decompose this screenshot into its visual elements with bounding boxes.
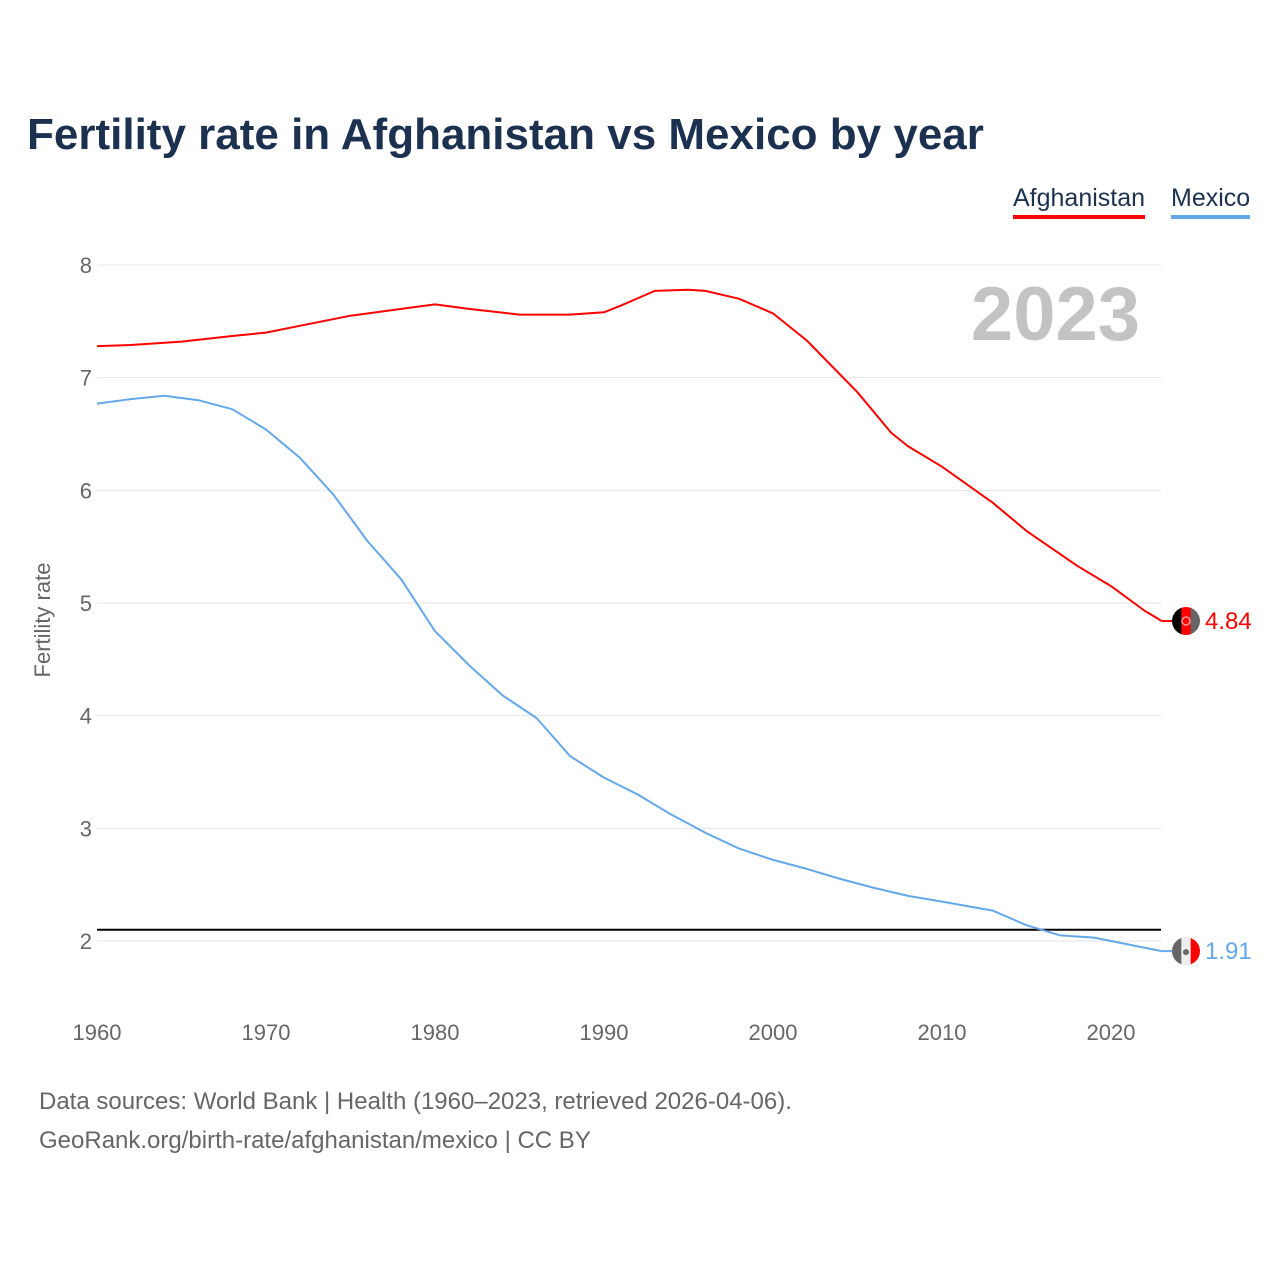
x-tick-label: 2010	[918, 1020, 967, 1045]
y-tick-label: 7	[80, 366, 92, 391]
flag-stripe	[1190, 937, 1200, 966]
flag-stripe	[1172, 937, 1182, 966]
flag-emblem	[1181, 616, 1191, 626]
footer-link[interactable]: GeoRank.org/birth-rate/afghanistan/mexic…	[39, 1127, 591, 1154]
y-tick-label: 6	[80, 478, 92, 503]
y-axis-label: Fertility rate	[30, 563, 55, 678]
y-tick-label: 8	[80, 253, 92, 278]
end-value-label: 1.91	[1205, 938, 1252, 965]
series-line-afghanistan	[96, 288, 1163, 622]
series-line-mexico	[96, 394, 1162, 953]
x-tick-label: 1960	[73, 1020, 122, 1045]
x-tick-label: 2000	[749, 1020, 798, 1045]
flag-emblem	[1183, 949, 1189, 956]
flag-stripe	[1190, 607, 1200, 636]
x-tick-label: 1970	[242, 1020, 291, 1045]
legend-mexico[interactable]: Mexico	[1171, 184, 1251, 219]
x-tick-label: 1990	[580, 1020, 629, 1045]
flag-stripe	[1172, 607, 1182, 636]
flag-icon-afghanistan	[1172, 607, 1200, 636]
flag-icon-mexico	[1172, 937, 1200, 966]
x-tick-label: 2020	[1087, 1020, 1136, 1045]
y-tick-label: 4	[80, 704, 92, 729]
y-tick-label: 5	[80, 591, 92, 616]
end-value-label: 4.84	[1205, 608, 1252, 635]
legend-afghanistan[interactable]: Afghanistan	[1013, 184, 1146, 219]
year-label: 2023	[971, 272, 1140, 357]
y-tick-label: 3	[80, 816, 92, 841]
x-tick-label: 1980	[411, 1020, 460, 1045]
flag-stripe	[1181, 607, 1192, 636]
y-tick-label: 2	[80, 929, 92, 954]
footer-source: Data sources: World Bank | Health (1960–…	[39, 1088, 792, 1115]
chart-title: Fertility rate in Afghanistan vs Mexico …	[27, 110, 984, 159]
